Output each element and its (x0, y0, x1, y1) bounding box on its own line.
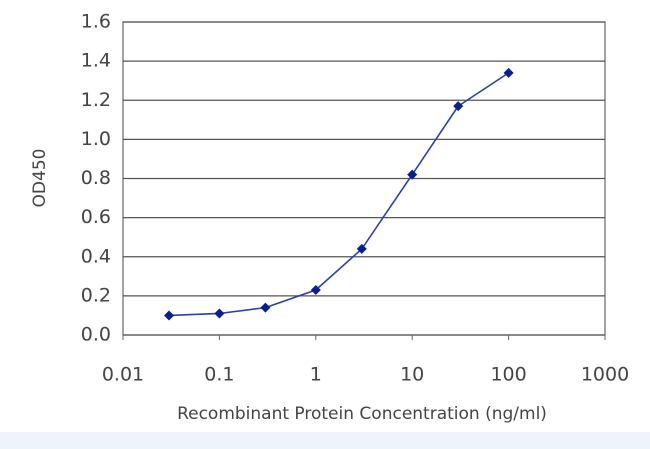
x-tick-label: 1000 (581, 364, 629, 386)
data-point (356, 243, 367, 254)
x-tick-label: 100 (490, 364, 526, 386)
y-tick-label: 0.0 (81, 324, 111, 346)
y-tick-label: 0.4 (81, 245, 111, 267)
data-point (503, 67, 514, 78)
y-tick-label: 0.8 (81, 167, 111, 189)
x-tick-label: 10 (400, 364, 424, 386)
x-tick-label: 0.01 (102, 364, 144, 386)
data-point (260, 302, 271, 313)
data-point (453, 101, 464, 112)
x-axis-label: Recombinant Protein Concentration (ng/ml… (177, 404, 547, 424)
x-tick-label: 0.1 (204, 364, 234, 386)
y-tick-label: 1.0 (81, 128, 111, 150)
data-point (407, 169, 418, 180)
x-tick-label: 1 (310, 364, 322, 386)
y-axis-label: OD450 (30, 149, 50, 208)
y-tick-label: 1.6 (81, 11, 111, 33)
data-point (310, 285, 321, 296)
footer-strip (0, 432, 650, 449)
series-line (168, 72, 510, 317)
y-tick-label: 0.2 (81, 284, 111, 306)
y-tick-label: 0.6 (81, 206, 111, 228)
data-point (163, 310, 174, 321)
y-tick-label: 1.2 (81, 89, 111, 111)
y-tick-label: 1.4 (81, 50, 111, 72)
data-point (214, 308, 225, 319)
